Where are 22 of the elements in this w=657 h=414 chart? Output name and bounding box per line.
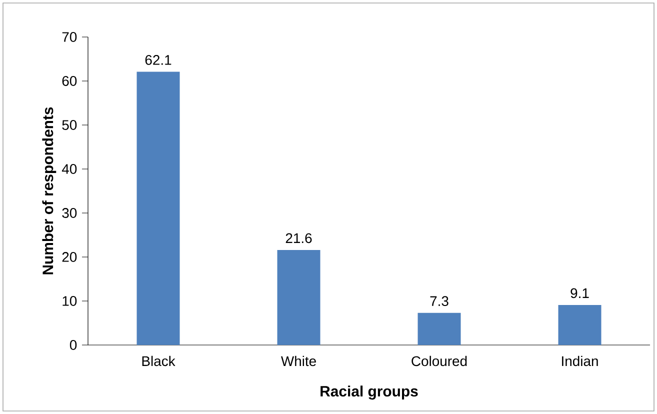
data-label: 7.3: [430, 296, 448, 306]
y-tick-label: 60: [62, 76, 77, 86]
y-axis-title: Number of respondents: [42, 107, 56, 274]
y-tick-label: 0: [70, 340, 77, 350]
bar: [277, 250, 320, 345]
x-tick-label: Indian: [562, 356, 598, 366]
bar: [418, 312, 461, 345]
y-tick-label: 30: [62, 208, 77, 218]
data-label: 9.1: [570, 288, 589, 298]
bar: [558, 304, 602, 345]
data-label: 62.1: [145, 55, 172, 65]
y-tick-label: 50: [62, 120, 77, 130]
x-tick-label: Coloured: [412, 356, 467, 366]
bar: [136, 72, 180, 345]
y-tick-label: 40: [62, 164, 77, 174]
y-tick-label: 10: [62, 296, 77, 306]
x-tick-label: White: [280, 356, 316, 366]
y-tick-label: 70: [62, 32, 77, 42]
x-axis-title: Racial groups: [320, 386, 418, 400]
data-label: 21.6: [286, 233, 312, 244]
y-tick-label: 20: [62, 252, 77, 262]
x-tick-label: Black: [142, 356, 176, 366]
